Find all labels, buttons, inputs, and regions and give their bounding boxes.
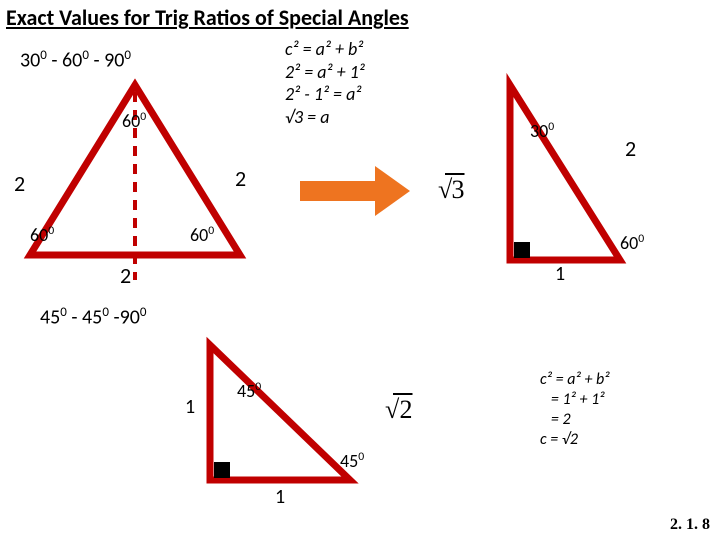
- tri1-top-angle: 600: [122, 110, 146, 132]
- slide-number: 2. 1. 8: [670, 516, 710, 534]
- tri3-left-label: 1: [185, 395, 195, 419]
- triangle-45-45-90: [200, 340, 380, 500]
- pyth-derivation-1: c² = a² + b² 2² = a² + 1² 2² - 1² = a² √…: [285, 38, 365, 128]
- tri1-bl-angle: 600: [30, 224, 54, 246]
- tri2-top-angle: 300: [530, 120, 554, 142]
- pyth-derivation-2: c² = a² + b² = 1² + 1² = 2 c = √2: [540, 370, 610, 450]
- tri2-height-radical: √: [438, 175, 452, 205]
- tri2-bottom-angle: 600: [620, 232, 644, 254]
- section2-heading: 450 - 450 -900: [40, 305, 146, 330]
- tri1-br-angle: 600: [190, 224, 214, 246]
- tri2-base-label: 1: [555, 262, 565, 286]
- tri3-hyp-label: 2: [393, 395, 413, 425]
- tri3-bottom-angle: 450: [340, 450, 364, 472]
- tri1-base-label: 2: [120, 262, 131, 289]
- tri3-base-label: 1: [275, 485, 285, 509]
- tri1-right-side: 2: [235, 165, 246, 192]
- tri3-top-angle: 450: [237, 380, 261, 402]
- tri2-hyp-label: 2: [625, 135, 636, 162]
- arrow-icon: [300, 166, 410, 216]
- triangle-30-60-90: [500, 80, 670, 280]
- page-title: Exact Values for Trig Ratios of Special …: [6, 4, 409, 31]
- tri1-left-side: 2: [14, 170, 25, 197]
- section1-heading: 300 - 600 - 900: [20, 48, 131, 73]
